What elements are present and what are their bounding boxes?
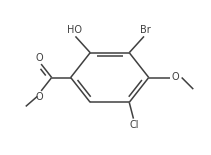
Text: O: O: [172, 73, 180, 82]
Text: O: O: [36, 93, 43, 102]
Text: HO: HO: [67, 24, 82, 35]
Text: Cl: Cl: [129, 120, 139, 131]
Text: Br: Br: [140, 24, 150, 35]
Text: O: O: [36, 53, 43, 62]
